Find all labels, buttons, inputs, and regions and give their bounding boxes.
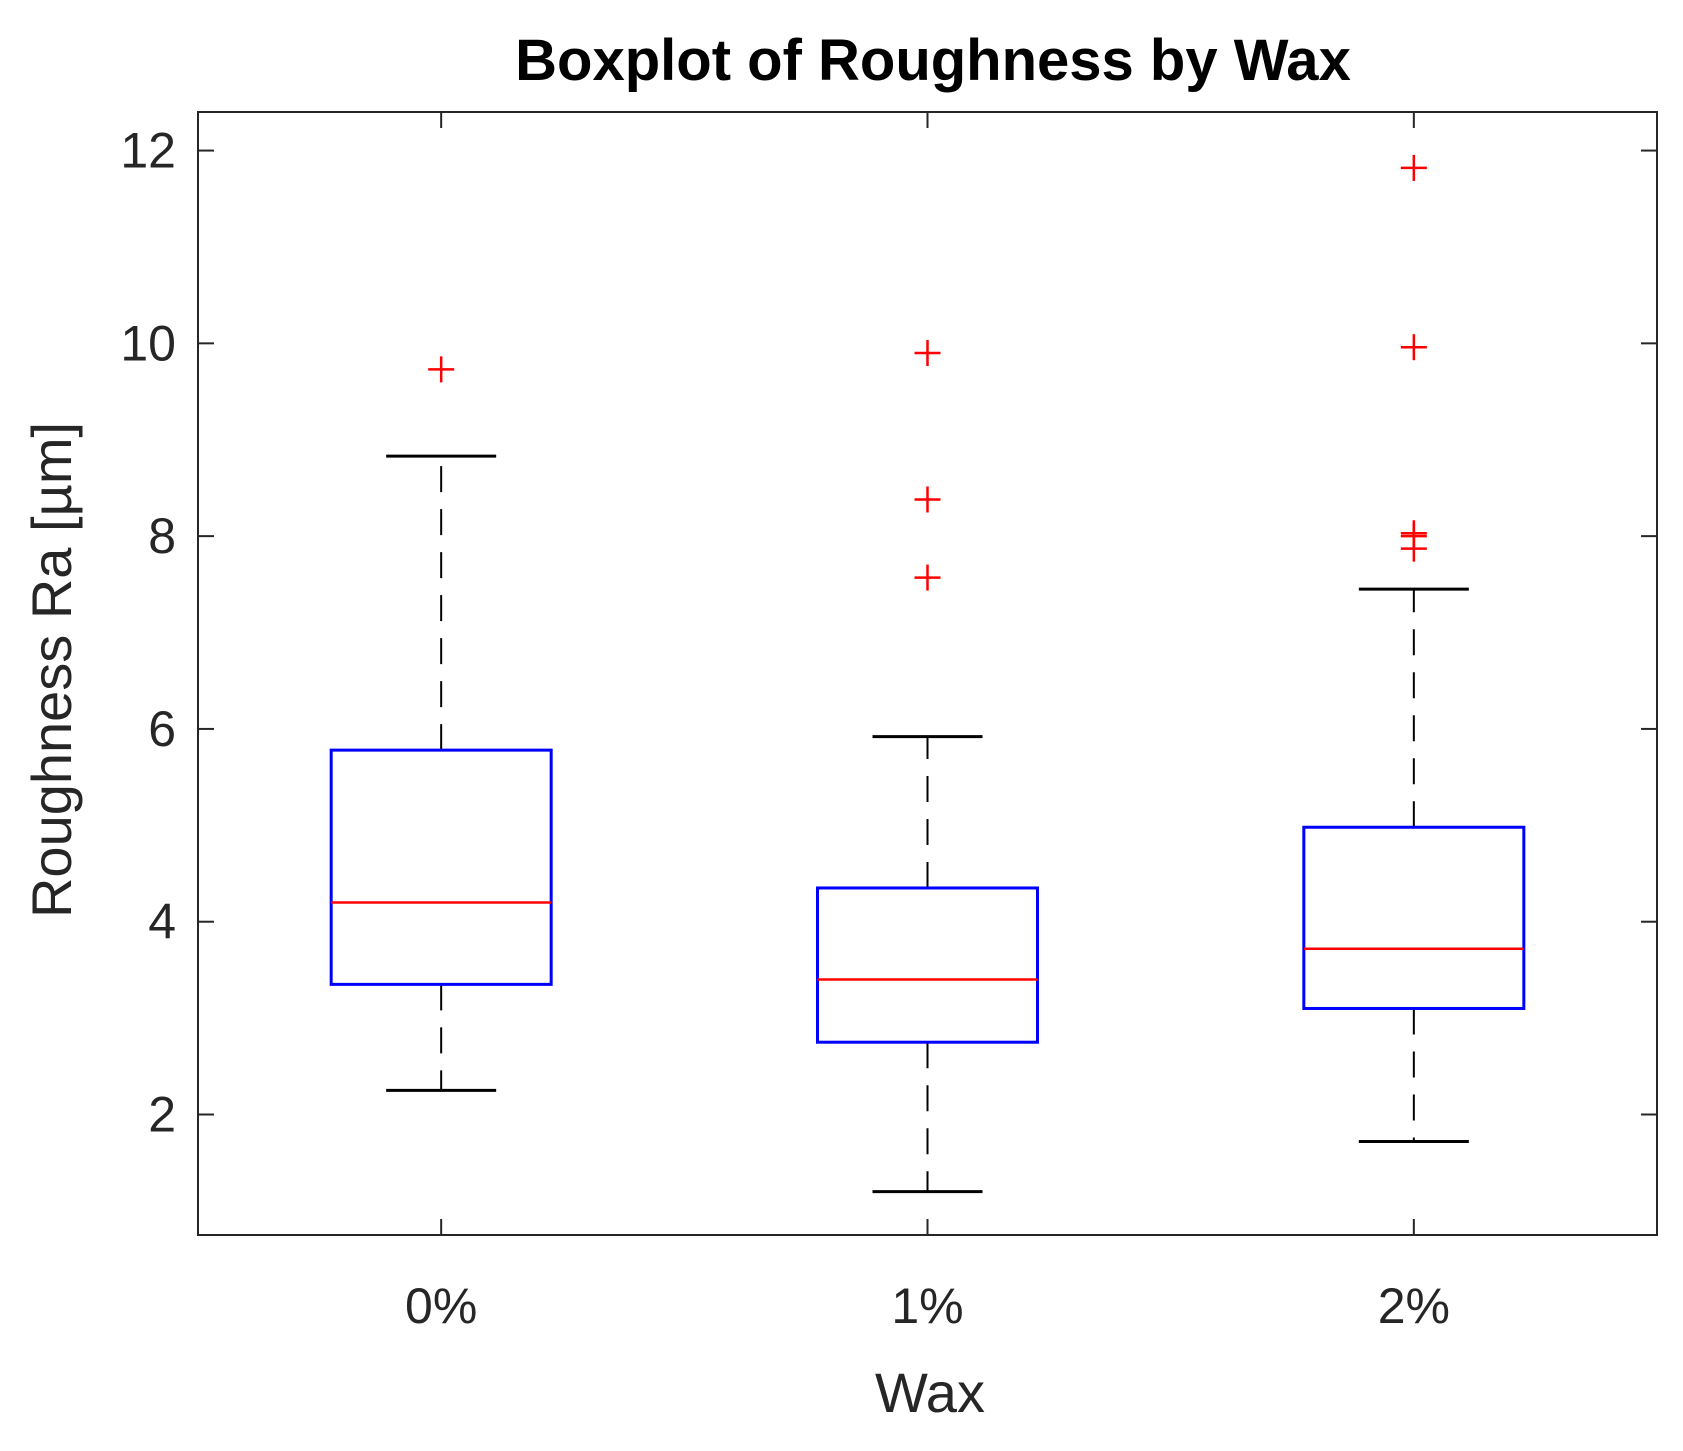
outlier-marker: [1400, 154, 1427, 181]
iqr-box: [329, 748, 553, 986]
x-tick-label: 0%: [405, 1278, 477, 1334]
outlier-marker: [428, 356, 455, 383]
x-tick-label: 1%: [891, 1278, 963, 1334]
y-tick-label: 8: [148, 508, 176, 564]
chart-title: Boxplot of Roughness by Wax: [515, 28, 1351, 93]
box-group-3: [1302, 154, 1526, 1143]
y-tick-label: 10: [120, 315, 176, 371]
x-axis-label: Wax: [875, 1361, 985, 1424]
outlier-marker: [914, 486, 941, 513]
y-tick-label: 2: [148, 1087, 176, 1143]
y-tick-label: 12: [120, 123, 176, 179]
outlier-marker: [1400, 334, 1427, 361]
y-tick-label: 6: [148, 701, 176, 757]
iqr-box: [816, 886, 1039, 1044]
outlier-marker: [914, 564, 941, 591]
iqr-box: [1302, 825, 1526, 1010]
y-axis-label: Roughness Ra [µm]: [20, 422, 83, 918]
box-group-2: [816, 339, 1039, 1194]
outlier-marker: [1400, 535, 1427, 562]
box-group-1: [329, 356, 553, 1092]
y-tick-label: 4: [148, 894, 176, 950]
outlier-marker: [914, 339, 941, 366]
x-tick-label: 2%: [1378, 1278, 1450, 1334]
